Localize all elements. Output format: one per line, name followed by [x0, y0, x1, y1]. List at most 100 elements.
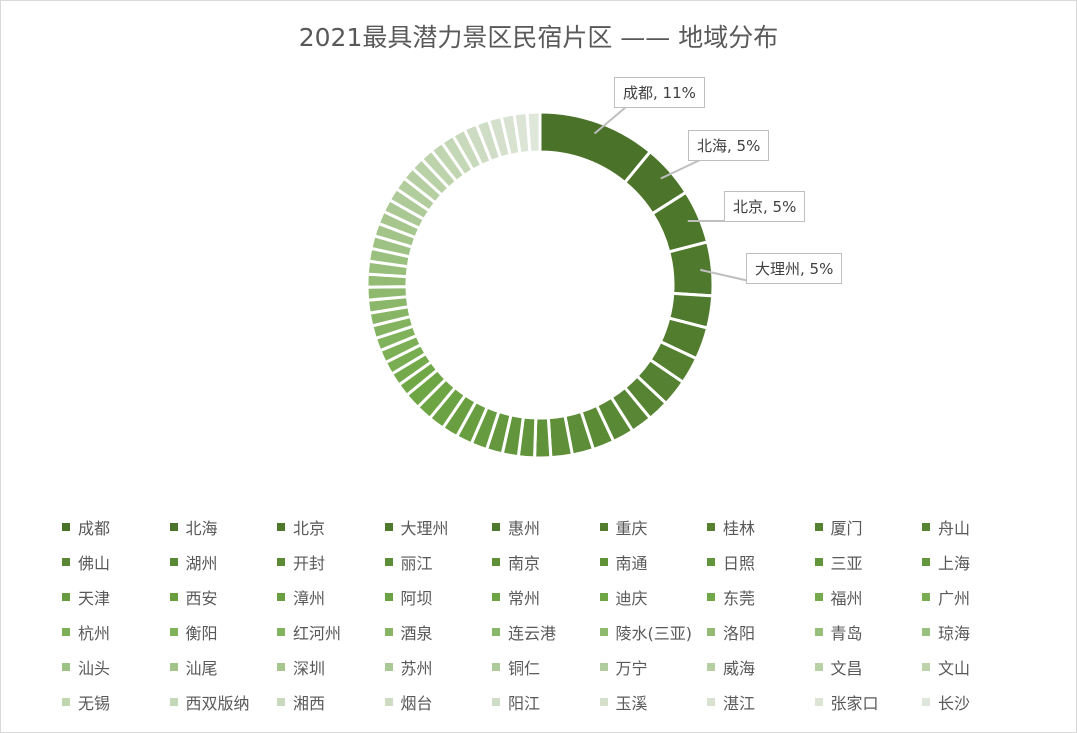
legend-label: 常州	[508, 589, 541, 608]
legend-item[interactable]: 大理州	[384, 514, 449, 540]
legend-item[interactable]: 文昌	[814, 654, 863, 680]
legend-item[interactable]: 桂林	[707, 514, 755, 540]
legend-item[interactable]: 成都	[62, 514, 110, 540]
legend-item[interactable]: 阿坝	[384, 584, 433, 610]
legend-label: 长沙	[938, 694, 971, 713]
legend-item[interactable]: 西安	[169, 584, 218, 610]
legend-label: 洛阳	[723, 624, 756, 643]
legend-label: 大理州	[400, 519, 449, 538]
legend-item[interactable]: 西双版纳	[169, 689, 250, 715]
donut-slice-长沙[interactable]	[525, 110, 542, 154]
legend-item[interactable]: 汕头	[62, 654, 110, 680]
legend-item[interactable]: 惠州	[492, 514, 540, 540]
data-label: 大理州, 5%	[746, 253, 843, 284]
legend-item[interactable]: 文山	[922, 654, 970, 680]
legend-item[interactable]: 佛山	[62, 549, 110, 575]
legend-item[interactable]: 汕尾	[169, 654, 218, 680]
legend-item[interactable]: 无锡	[62, 689, 110, 715]
legend-item[interactable]: 常州	[492, 584, 540, 610]
legend-item[interactable]: 三亚	[814, 549, 863, 575]
legend-label: 湛江	[723, 694, 756, 713]
legend-item[interactable]: 酒泉	[384, 619, 433, 645]
legend-swatch	[492, 593, 500, 601]
legend-swatch	[707, 523, 715, 531]
legend-swatch	[169, 558, 178, 566]
legend-item[interactable]: 漳州	[277, 584, 325, 610]
legend-item[interactable]: 苏州	[384, 654, 433, 680]
legend-item[interactable]: 青岛	[814, 619, 863, 645]
donut-slice-大理州[interactable]	[666, 240, 715, 298]
legend-item[interactable]: 张家口	[814, 689, 879, 715]
legend-swatch	[599, 663, 608, 671]
legend-item[interactable]: 南京	[492, 549, 540, 575]
legend-label: 苏州	[400, 659, 433, 678]
legend-label: 天津	[78, 589, 111, 608]
legend-label: 丽江	[400, 554, 433, 573]
legend-item[interactable]: 杭州	[62, 619, 110, 645]
legend-label: 湘西	[293, 694, 326, 713]
legend-swatch	[384, 558, 393, 566]
legend-label: 迪庆	[615, 589, 648, 608]
legend-label: 西安	[185, 589, 218, 608]
legend-label: 湖州	[185, 554, 218, 573]
legend-item[interactable]: 烟台	[384, 689, 433, 715]
legend-swatch	[62, 628, 70, 636]
legend-item[interactable]: 红河州	[277, 619, 341, 645]
legend-item[interactable]: 衡阳	[169, 619, 218, 645]
legend-label: 陵水(三亚)	[615, 624, 693, 643]
legend-item[interactable]: 丽江	[384, 549, 433, 575]
legend-item[interactable]: 湖州	[169, 549, 218, 575]
legend-item[interactable]: 广州	[922, 584, 970, 610]
legend-item[interactable]: 迪庆	[599, 584, 648, 610]
legend-item[interactable]: 北京	[277, 514, 325, 540]
legend-item[interactable]: 万宁	[599, 654, 648, 680]
legend-item[interactable]: 洛阳	[707, 619, 755, 645]
legend-item[interactable]: 上海	[922, 549, 970, 575]
legend-swatch	[492, 628, 500, 636]
legend-item[interactable]: 威海	[707, 654, 755, 680]
legend-swatch	[707, 663, 715, 671]
legend-item[interactable]: 琼海	[922, 619, 970, 645]
legend-swatch	[277, 593, 285, 601]
legend-swatch	[922, 523, 930, 531]
legend-label: 佛山	[78, 554, 111, 573]
legend-item[interactable]: 东莞	[707, 584, 755, 610]
legend-item[interactable]: 连云港	[492, 619, 556, 645]
legend-label: 漳州	[293, 589, 326, 608]
legend-item[interactable]: 北海	[169, 514, 218, 540]
legend-item[interactable]: 陵水(三亚)	[599, 619, 693, 645]
legend-item[interactable]: 湘西	[277, 689, 325, 715]
legend-item[interactable]: 福州	[814, 584, 863, 610]
legend-item[interactable]: 湛江	[707, 689, 755, 715]
legend-swatch	[62, 663, 70, 671]
legend-swatch	[492, 558, 500, 566]
legend-label: 文山	[938, 659, 971, 678]
legend-swatch	[62, 593, 70, 601]
legend-swatch	[599, 698, 608, 706]
legend-item[interactable]: 长沙	[922, 689, 970, 715]
legend-swatch	[384, 523, 393, 531]
legend-swatch	[384, 698, 393, 706]
legend-swatch	[707, 628, 715, 636]
legend-swatch	[277, 558, 285, 566]
legend-item[interactable]: 日照	[707, 549, 755, 575]
legend-item[interactable]: 铜仁	[492, 654, 540, 680]
legend-item[interactable]: 深圳	[277, 654, 325, 680]
legend-item[interactable]: 玉溪	[599, 689, 648, 715]
legend-swatch	[384, 628, 393, 636]
legend-item[interactable]: 开封	[277, 549, 325, 575]
legend-label: 玉溪	[615, 694, 648, 713]
legend-label: 上海	[938, 554, 971, 573]
legend-item[interactable]: 厦门	[814, 514, 863, 540]
legend-swatch	[922, 558, 930, 566]
legend-swatch	[62, 558, 70, 566]
legend-item[interactable]: 天津	[62, 584, 110, 610]
legend-label: 成都	[78, 519, 111, 538]
donut-slice-陵水(三亚)[interactable]	[365, 285, 410, 302]
legend-item[interactable]: 重庆	[599, 514, 648, 540]
legend-swatch	[814, 698, 823, 706]
legend-label: 阿坝	[400, 589, 433, 608]
legend-item[interactable]: 舟山	[922, 514, 970, 540]
legend-item[interactable]: 阳江	[492, 689, 540, 715]
legend-item[interactable]: 南通	[599, 549, 648, 575]
